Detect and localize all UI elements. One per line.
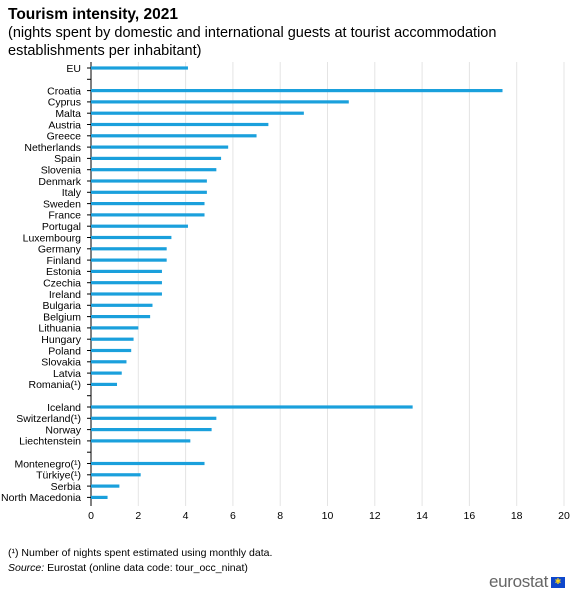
category-label: Denmark xyxy=(38,176,81,188)
category-label: Hungary xyxy=(41,334,81,346)
bar xyxy=(91,66,188,70)
bar xyxy=(91,145,229,149)
bar-chart: 0 2 4 6 8 10 12 14 16 18 20 EU CroatiaCyprusMaltaAus… xyxy=(1,62,570,522)
bar xyxy=(91,134,257,138)
category-label: Iceland xyxy=(47,402,81,414)
bar xyxy=(91,281,162,285)
source-note: Source: Eurostat (online data code: tour… xyxy=(8,562,248,575)
category-label: Türkiye(¹) xyxy=(36,470,81,482)
category-label: Greece xyxy=(47,131,82,143)
x-tick-label: 4 xyxy=(183,510,189,522)
category-label: Czechia xyxy=(43,278,81,290)
category-label: Austria xyxy=(48,119,81,131)
source-label: Source: xyxy=(8,562,45,574)
bar xyxy=(91,337,134,341)
x-tick-label: 14 xyxy=(416,510,428,522)
chart-subtitle: (nights spent by domestic and internatio… xyxy=(8,25,497,59)
category-label: France xyxy=(48,210,81,222)
bar xyxy=(91,156,222,160)
x-tick-label: 16 xyxy=(464,510,476,522)
chart-title: Tourism intensity, 2021 xyxy=(8,6,178,23)
x-tick-label: 20 xyxy=(558,510,570,522)
bar xyxy=(91,348,132,353)
x-tick-label: 6 xyxy=(230,510,236,522)
category-label: Romania(¹) xyxy=(28,379,81,391)
bar xyxy=(91,202,205,206)
category-label: Spain xyxy=(54,153,81,165)
bar xyxy=(91,111,304,115)
bar xyxy=(91,416,217,420)
bar xyxy=(91,473,141,477)
bar xyxy=(91,371,122,375)
bar xyxy=(91,258,167,262)
eu-flag-icon: ✱ xyxy=(551,576,565,588)
bar xyxy=(91,439,191,443)
category-label: Croatia xyxy=(47,85,81,97)
bar xyxy=(91,428,212,432)
bar xyxy=(91,235,172,240)
bar xyxy=(91,382,118,386)
bar xyxy=(91,484,120,488)
bar xyxy=(91,326,139,330)
bar xyxy=(91,269,162,273)
category-label: Italy xyxy=(62,187,82,199)
bar xyxy=(91,190,207,194)
category-label: Norway xyxy=(45,424,81,436)
bar xyxy=(91,495,108,499)
category-label: Ireland xyxy=(49,289,81,301)
bar xyxy=(91,100,349,104)
footnote: (¹) Number of nights spent estimated usi… xyxy=(8,547,273,559)
category-label: Belgium xyxy=(43,311,81,323)
bar xyxy=(91,292,162,296)
category-label: Portugal xyxy=(42,221,81,233)
bar xyxy=(91,213,205,217)
category-label: Liechtenstein xyxy=(19,436,81,448)
category-label: Slovakia xyxy=(41,357,81,369)
bar xyxy=(91,247,167,251)
category-label: Finland xyxy=(47,255,82,267)
x-tick-label: 10 xyxy=(322,510,334,522)
category-label: Poland xyxy=(48,345,81,357)
category-label: Germany xyxy=(38,244,82,256)
category-label: Netherlands xyxy=(24,142,81,154)
category-label: Sweden xyxy=(43,198,81,210)
bar xyxy=(91,89,503,93)
bar xyxy=(91,224,188,228)
category-label: Slovenia xyxy=(41,165,81,177)
eurostat-logo: eurostat ✱ xyxy=(489,572,565,592)
logo-text: eurostat xyxy=(488,572,548,591)
bar xyxy=(91,179,207,183)
x-tick-label: 12 xyxy=(369,510,381,522)
category-label: Serbia xyxy=(51,481,82,493)
bar xyxy=(91,303,153,307)
category-label: Switzerland(¹) xyxy=(16,413,81,425)
category-label: Bulgaria xyxy=(42,300,81,312)
category-label: Cyprus xyxy=(48,97,81,109)
category-label: Latvia xyxy=(53,368,81,380)
x-tick-label: 2 xyxy=(135,510,141,522)
category-label: Malta xyxy=(55,108,81,120)
x-tick-label: 0 xyxy=(88,510,94,522)
category-label: Lithuania xyxy=(38,323,81,335)
bar xyxy=(91,360,127,364)
category-label: North Macedonia xyxy=(1,492,81,504)
bar xyxy=(91,122,269,127)
x-tick-label: 8 xyxy=(277,510,283,522)
bar xyxy=(91,315,151,319)
category-label: EU xyxy=(66,63,81,75)
bar xyxy=(91,405,413,409)
bar xyxy=(91,461,205,466)
x-tick-label: 18 xyxy=(511,510,523,522)
category-label: Montenegro(¹) xyxy=(14,458,81,470)
category-label: Luxembourg xyxy=(23,232,82,244)
bar xyxy=(91,168,217,172)
source-text: Eurostat (online data code: tour_occ_nin… xyxy=(47,562,248,574)
category-label: Estonia xyxy=(46,266,81,278)
